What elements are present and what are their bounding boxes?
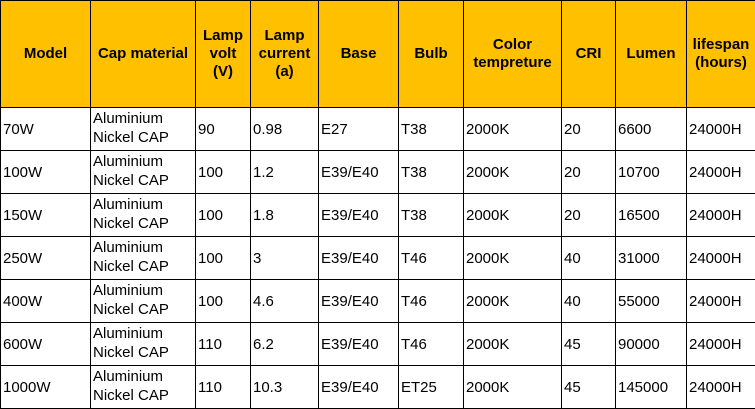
table-cell: 400W [1,280,91,323]
table-cell: 55000 [616,280,687,323]
table-cell: 110 [196,323,251,366]
table-cell: 150W [1,194,91,237]
table-cell: 1.8 [251,194,319,237]
table-cell: 24000H [687,151,755,194]
table-cell: 100 [196,280,251,323]
table-cell: E39/E40 [319,151,399,194]
table-cell: 2000K [464,366,562,409]
header-cell: Model [1,1,91,108]
table-cell: 6600 [616,108,687,151]
table-cell: 2000K [464,194,562,237]
table-cell: Aluminium Nickel CAP [91,323,196,366]
table-cell: T46 [399,323,464,366]
table-cell: 20 [562,108,616,151]
table-cell: E39/E40 [319,194,399,237]
table-cell: Aluminium Nickel CAP [91,108,196,151]
table-cell: 2000K [464,237,562,280]
table-cell: ET25 [399,366,464,409]
table-cell: E39/E40 [319,237,399,280]
table-cell: T46 [399,237,464,280]
header-cell: Base [319,1,399,108]
table-cell: 24000H [687,366,755,409]
table-cell: E39/E40 [319,366,399,409]
header-cell: Lumen [616,1,687,108]
table-cell: 6.2 [251,323,319,366]
table-cell: 2000K [464,280,562,323]
table-cell: Aluminium Nickel CAP [91,280,196,323]
table-cell: T38 [399,194,464,237]
table-cell: Aluminium Nickel CAP [91,194,196,237]
table-cell: E39/E40 [319,323,399,366]
table-cell: 20 [562,151,616,194]
table-cell: 40 [562,280,616,323]
table-cell: 0.98 [251,108,319,151]
table-cell: 90000 [616,323,687,366]
table-cell: 16500 [616,194,687,237]
table-cell: T38 [399,151,464,194]
header-cell: CRI [562,1,616,108]
table-cell: 20 [562,194,616,237]
table-cell: 1000W [1,366,91,409]
table-cell: 24000H [687,108,755,151]
table-cell: 110 [196,366,251,409]
table-cell: E39/E40 [319,280,399,323]
table-cell: 100 [196,151,251,194]
table-cell: E27 [319,108,399,151]
table-cell: 145000 [616,366,687,409]
table-cell: 4.6 [251,280,319,323]
table-cell: T46 [399,280,464,323]
table-cell: 24000H [687,280,755,323]
header-cell: Lamp volt (V) [196,1,251,108]
header-cell: lifespan (hours) [687,1,755,108]
table-cell: 600W [1,323,91,366]
table-cell: 2000K [464,323,562,366]
table-cell: 70W [1,108,91,151]
table-cell: 31000 [616,237,687,280]
table-cell: 100 [196,194,251,237]
table-cell: 2000K [464,108,562,151]
table-cell: T38 [399,108,464,151]
table-cell: 24000H [687,194,755,237]
table-cell: 90 [196,108,251,151]
table-cell: Aluminium Nickel CAP [91,151,196,194]
table-cell: 1.2 [251,151,319,194]
table-cell: 45 [562,366,616,409]
table-cell: Aluminium Nickel CAP [91,237,196,280]
table-cell: 100 [196,237,251,280]
table-cell: 2000K [464,151,562,194]
table-cell: 10700 [616,151,687,194]
header-cell: Color tempreture [464,1,562,108]
table-cell: 40 [562,237,616,280]
table-cell: 24000H [687,323,755,366]
table-cell: 3 [251,237,319,280]
header-cell: Lamp current (a) [251,1,319,108]
table-cell: Aluminium Nickel CAP [91,366,196,409]
table-cell: 24000H [687,237,755,280]
header-cell: Bulb [399,1,464,108]
table-cell: 45 [562,323,616,366]
table-cell: 100W [1,151,91,194]
table-cell: 250W [1,237,91,280]
table-cell: 10.3 [251,366,319,409]
header-cell: Cap material [91,1,196,108]
